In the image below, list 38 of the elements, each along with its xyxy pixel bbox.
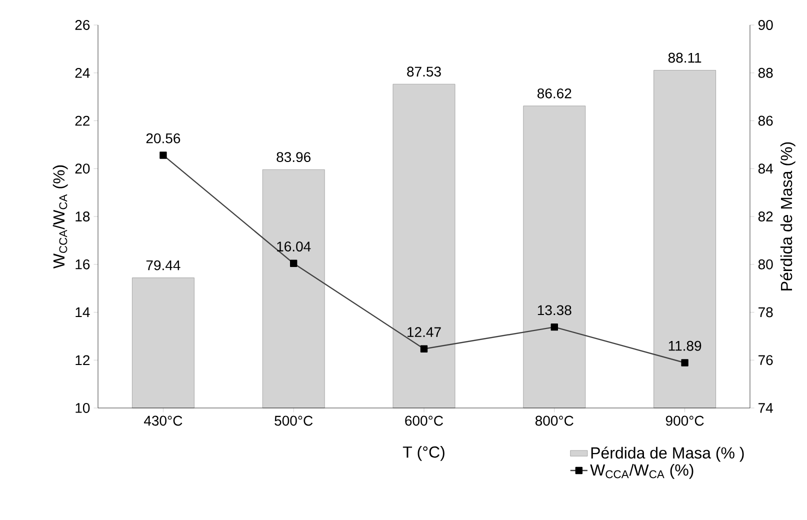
y-tick-label: 12: [76, 355, 90, 366]
y-tick-label: 18: [76, 212, 90, 222]
y-tick-label: 10: [76, 403, 90, 413]
x-tick-label: 430°C: [144, 416, 182, 426]
y2-tick-label: 76: [758, 355, 773, 366]
data-label: 88.11: [668, 52, 702, 63]
data-label: 86.62: [537, 88, 572, 98]
y2-tick-label: 78: [758, 307, 773, 318]
data-label: 11.89: [668, 340, 702, 351]
data-label: 12.47: [408, 327, 441, 337]
y2-tick-label: 86: [758, 116, 773, 126]
data-label: 13.38: [538, 305, 572, 316]
x-tick-label: 900°C: [666, 416, 704, 426]
x-tick-label: 800°C: [535, 416, 574, 426]
x-tick-label: 500°C: [274, 416, 313, 426]
y-tick-label: 24: [75, 68, 90, 78]
data-label: 20.56: [146, 133, 180, 144]
data-label: 79.44: [146, 260, 180, 270]
y2-axis-title: Pérdida de Masa (%): [780, 142, 796, 290]
y-tick-label: 14: [76, 307, 90, 318]
data-label: 87.53: [407, 66, 441, 77]
y2-tick-label: 88: [758, 68, 773, 78]
y-axis-title: W$_{CCA}$/W$_{CA}$ (%): [52, 165, 68, 269]
y2-tick-label: 80: [758, 259, 773, 270]
x-axis-title: T (°C): [402, 446, 444, 461]
x-tick-label: 600°C: [405, 416, 443, 426]
data-label: 16.04: [277, 242, 311, 252]
y-tick-label: 20: [75, 164, 90, 174]
legend-label: Pérdida de Masa (% ): [591, 446, 744, 462]
y2-tick-label: 90: [758, 20, 773, 30]
y2-tick-label: 74: [758, 403, 773, 413]
y2-tick-label: 84: [758, 164, 773, 174]
y-tick-label: 26: [75, 20, 90, 30]
y2-tick-label: 82: [758, 212, 773, 222]
y-tick-label: 16: [76, 259, 90, 270]
y-tick-label: 22: [75, 116, 90, 126]
data-label: 83.96: [276, 152, 310, 162]
legend-label: W$_{CCA}$/W$_{CA}$ (%): [590, 464, 694, 479]
